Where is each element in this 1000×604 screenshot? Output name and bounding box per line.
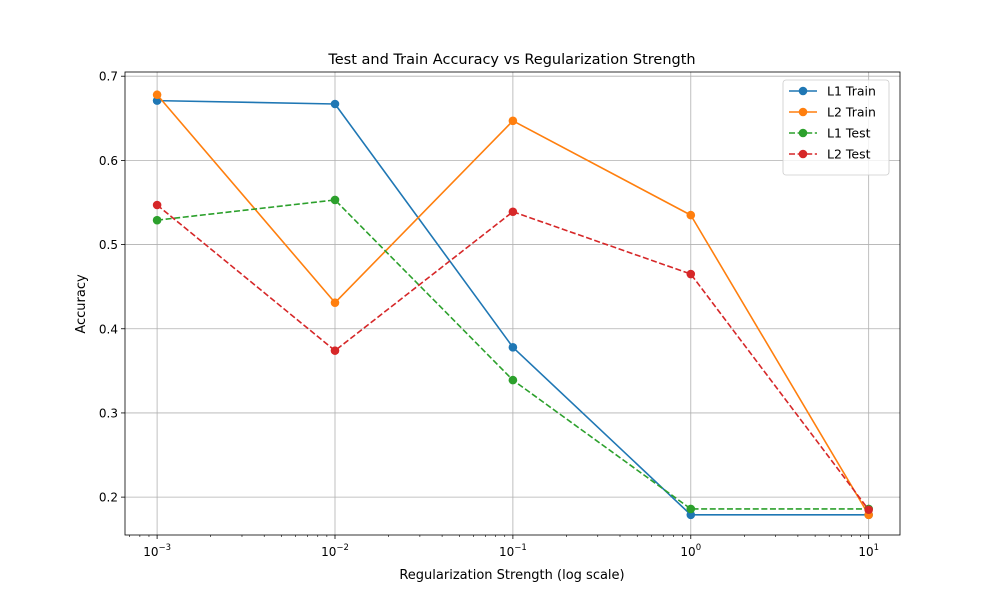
chart-title: Test and Train Accuracy vs Regularizatio… bbox=[327, 52, 695, 68]
data-point-l2-test bbox=[864, 505, 873, 515]
x-tick-label: 10−1 bbox=[499, 543, 527, 559]
grid-lines bbox=[125, 72, 900, 535]
legend-marker-l2-train bbox=[798, 107, 808, 117]
data-point-l1-test bbox=[508, 375, 518, 385]
y-tick-label: 0.4 bbox=[99, 322, 118, 336]
legend-label-l2-test: L2 Test bbox=[827, 147, 871, 162]
y-tick-label: 0.7 bbox=[99, 70, 118, 84]
data-point-l2-test bbox=[508, 207, 518, 217]
data-point-l1-test bbox=[686, 504, 696, 514]
series-l2-test bbox=[152, 200, 873, 515]
y-axis-label: Accuracy bbox=[74, 274, 89, 334]
data-point-l2-test bbox=[686, 269, 696, 279]
series-line-l2-test bbox=[156, 204, 870, 511]
legend-item-l2-test: L2 Test bbox=[789, 147, 871, 162]
axis-ticks: 10−3 10−2 10−1 100 101 0.2 0.3 0.4 0.5 0.6 0.7 bbox=[99, 70, 879, 559]
legend-box bbox=[782, 79, 890, 176]
data-point-l1-test bbox=[330, 195, 340, 205]
legend-item-l1-test: L1 Test bbox=[789, 126, 871, 141]
x-tick-label: 100 bbox=[680, 543, 701, 559]
data-point-l1-train bbox=[508, 342, 518, 352]
data-point-l1-test bbox=[152, 215, 162, 225]
data-point-l1-train bbox=[686, 510, 696, 520]
legend-marker-l1-train bbox=[798, 86, 808, 96]
legend-item-l2-train: L2 Train bbox=[789, 105, 876, 120]
legend-label-l1-test: L1 Test bbox=[827, 126, 871, 141]
data-point-l2-train bbox=[330, 298, 340, 307]
y-tick-label: 0.2 bbox=[99, 491, 118, 505]
x-tick-label: 10−2 bbox=[321, 543, 349, 559]
y-tick-label: 0.6 bbox=[99, 154, 118, 168]
data-point-l2-train bbox=[686, 210, 696, 220]
chart-legend: L1 Train L2 Train L1 Test L2 Test bbox=[782, 79, 890, 176]
data-point-l2-test bbox=[330, 346, 340, 355]
x-axis-label: Regularization Strength (log scale) bbox=[399, 568, 624, 583]
legend-label-l1-train: L1 Train bbox=[827, 84, 876, 99]
x-tick-label: 101 bbox=[858, 543, 879, 559]
series-l2-train bbox=[152, 90, 873, 520]
legend-item-l1-train: L1 Train bbox=[789, 84, 876, 99]
data-point-l1-train bbox=[330, 99, 340, 109]
series-group bbox=[152, 90, 873, 520]
data-point-l2-train bbox=[152, 90, 162, 100]
legend-label-l2-train: L2 Train bbox=[827, 105, 876, 120]
y-tick-label: 0.5 bbox=[99, 238, 118, 252]
x-tick-label: 10−3 bbox=[143, 543, 171, 559]
y-tick-label: 0.3 bbox=[99, 406, 118, 420]
legend-marker-l1-test bbox=[798, 128, 808, 138]
data-point-l2-train bbox=[508, 116, 518, 126]
data-point-l2-test bbox=[152, 200, 162, 210]
legend-marker-l2-test bbox=[798, 149, 808, 159]
